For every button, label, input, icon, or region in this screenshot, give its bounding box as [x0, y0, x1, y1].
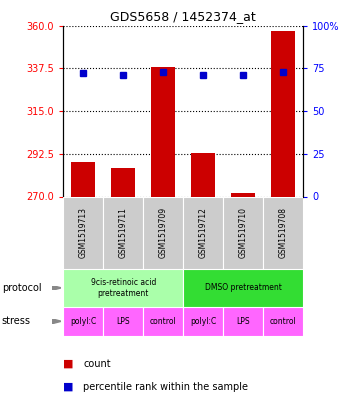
- Text: GSM1519709: GSM1519709: [159, 207, 168, 259]
- Bar: [103, 196, 143, 269]
- Text: control: control: [150, 317, 177, 326]
- Bar: [263, 307, 303, 336]
- Text: GSM1519708: GSM1519708: [279, 208, 288, 258]
- Text: polyI:C: polyI:C: [70, 317, 96, 326]
- Text: GSM1519710: GSM1519710: [239, 208, 248, 258]
- Text: GSM1519712: GSM1519712: [199, 208, 208, 258]
- Text: polyI:C: polyI:C: [190, 317, 216, 326]
- Text: ■: ■: [63, 358, 74, 369]
- Text: percentile rank within the sample: percentile rank within the sample: [83, 382, 248, 392]
- Bar: [271, 31, 295, 196]
- Bar: [63, 196, 103, 269]
- Polygon shape: [52, 285, 61, 290]
- Bar: [143, 196, 183, 269]
- Text: LPS: LPS: [236, 317, 250, 326]
- Bar: [263, 196, 303, 269]
- Text: protocol: protocol: [2, 283, 42, 293]
- Bar: [223, 307, 263, 336]
- Bar: [63, 307, 103, 336]
- Text: GSM1519713: GSM1519713: [79, 208, 88, 258]
- Bar: [223, 196, 263, 269]
- Text: LPS: LPS: [116, 317, 130, 326]
- Text: stress: stress: [2, 316, 31, 326]
- Polygon shape: [52, 319, 61, 324]
- Bar: [183, 307, 223, 336]
- Text: control: control: [270, 317, 297, 326]
- Text: GSM1519711: GSM1519711: [119, 208, 128, 258]
- Bar: [143, 307, 183, 336]
- Bar: [71, 162, 95, 196]
- Text: ■: ■: [63, 382, 74, 392]
- Text: count: count: [83, 358, 111, 369]
- Bar: [231, 193, 255, 196]
- Bar: [151, 67, 175, 196]
- Bar: [183, 196, 223, 269]
- Bar: [111, 168, 135, 196]
- Bar: [63, 269, 183, 307]
- Bar: [191, 153, 215, 196]
- Text: DMSO pretreatment: DMSO pretreatment: [205, 283, 282, 292]
- Bar: [183, 269, 303, 307]
- Title: GDS5658 / 1452374_at: GDS5658 / 1452374_at: [110, 10, 256, 23]
- Text: 9cis-retinoic acid
pretreatment: 9cis-retinoic acid pretreatment: [91, 278, 156, 298]
- Bar: [103, 307, 143, 336]
